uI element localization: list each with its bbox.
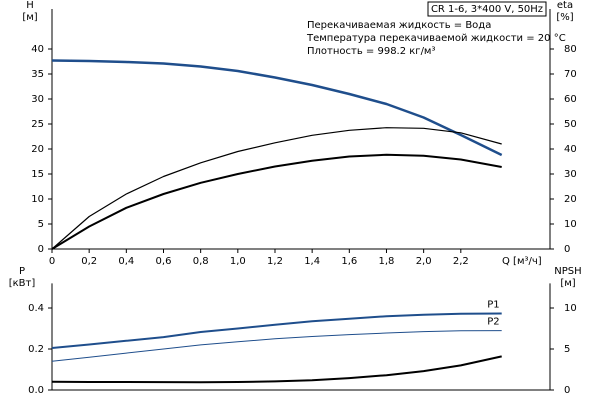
y-tick-label: 30	[31, 94, 44, 105]
curve	[51, 59, 503, 157]
x-tick-label: 0,2	[81, 256, 97, 267]
y-tick-label: 25	[31, 119, 44, 130]
y-label: P	[19, 266, 25, 277]
x-label: Q [м³/ч]	[502, 256, 542, 267]
y2-label: [%]	[556, 12, 573, 23]
y-tick-label: 15	[31, 169, 44, 180]
y2-tick-label: 60	[564, 94, 577, 105]
x-tick-label: 1,8	[379, 256, 395, 267]
y2-tick-label: 5	[564, 344, 570, 355]
y-tick-label: 0.4	[28, 303, 44, 314]
y2-tick-label: 80	[564, 44, 577, 55]
y2-tick-label: 0	[564, 244, 570, 255]
y2-tick-label: 0	[564, 385, 570, 396]
y2-tick-label: 10	[564, 303, 577, 314]
annotation: Перекачиваемая жидкость = Вода	[307, 20, 491, 31]
annotation: Плотность = 998.2 кг/м³	[307, 46, 436, 57]
x-tick-label: 1,6	[341, 256, 357, 267]
curve-label: P1	[487, 300, 499, 311]
x-tick-label: 1,0	[230, 256, 246, 267]
y-label: [кВт]	[9, 278, 36, 289]
title-box	[427, 1, 547, 17]
y-tick-label: 35	[31, 69, 44, 80]
x-tick-label: 1,4	[304, 256, 320, 267]
x-tick-label: 2,2	[453, 256, 469, 267]
y-tick-label: 0.0	[28, 385, 44, 396]
chart-title: CR 1-6, 3*400 V, 50Hz	[431, 4, 543, 15]
y2-tick-label: 40	[564, 144, 577, 155]
y2-label: NPSH	[554, 266, 581, 277]
y-tick-label: 10	[31, 194, 44, 205]
y-tick-label: 0.2	[28, 344, 44, 355]
x-tick-label: 1,2	[267, 256, 283, 267]
curve	[51, 153, 502, 250]
y-tick-label: 40	[31, 44, 44, 55]
y2-tick-label: 70	[564, 69, 577, 80]
x-tick-label: 0,8	[193, 256, 209, 267]
x-tick-label: 0	[49, 256, 55, 267]
curve	[51, 330, 502, 362]
y-tick-label: 20	[31, 144, 44, 155]
y-tick-label: 5	[38, 219, 44, 230]
y2-tick-label: 20	[564, 194, 577, 205]
y-label: H	[26, 0, 34, 11]
x-tick-label: 2,0	[416, 256, 432, 267]
curve	[51, 127, 502, 250]
y2-tick-label: 50	[564, 119, 577, 130]
curve	[51, 355, 502, 384]
annotation: Температура перекачиваемой жидкости = 20…	[306, 33, 566, 44]
curve	[51, 312, 502, 349]
y2-tick-label: 30	[564, 169, 577, 180]
x-tick-label: 0,6	[156, 256, 172, 267]
y2-label: eta	[557, 0, 573, 11]
x-tick-label: 0,4	[118, 256, 134, 267]
y2-tick-label: 10	[564, 219, 577, 230]
curve-label: P2	[487, 317, 499, 328]
y-label: [м]	[22, 12, 37, 23]
y2-label: [м]	[560, 278, 575, 289]
y-tick-label: 0	[38, 244, 44, 255]
